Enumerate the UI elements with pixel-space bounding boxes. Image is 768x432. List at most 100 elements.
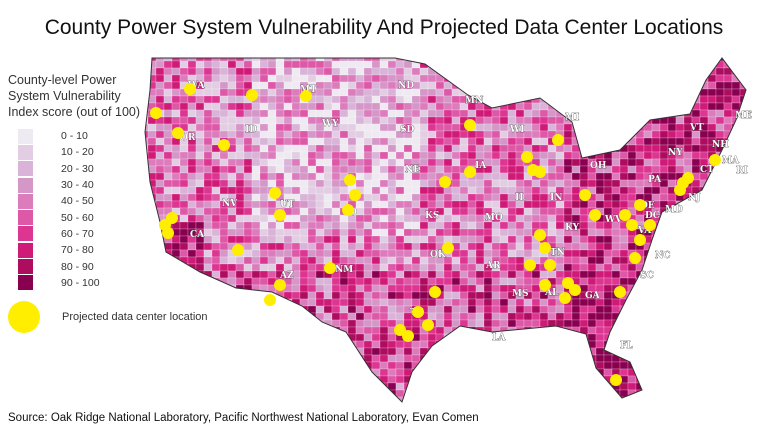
county — [163, 277, 173, 286]
county — [555, 270, 565, 279]
legend-swatch — [18, 193, 33, 209]
data-center-marker — [579, 189, 591, 201]
county — [411, 116, 421, 125]
county — [275, 375, 285, 384]
county — [523, 389, 533, 398]
county — [316, 404, 324, 411]
county — [699, 200, 709, 209]
county — [275, 340, 285, 349]
county — [363, 298, 373, 307]
state-label: LA — [492, 333, 506, 343]
county — [379, 60, 389, 69]
county — [307, 165, 317, 174]
county — [547, 375, 557, 384]
county — [163, 116, 173, 125]
county — [187, 116, 197, 125]
county — [435, 263, 445, 272]
county — [179, 144, 189, 153]
county — [275, 221, 285, 230]
county — [347, 291, 357, 300]
county — [155, 158, 165, 167]
county — [683, 284, 693, 293]
state-label: RI — [736, 166, 748, 176]
county — [579, 58, 589, 62]
county — [547, 221, 557, 230]
county — [635, 298, 645, 307]
county — [555, 263, 565, 272]
county — [651, 165, 661, 174]
county — [291, 347, 301, 356]
county — [500, 404, 508, 411]
county — [419, 116, 429, 125]
county — [563, 102, 573, 111]
county — [243, 333, 253, 342]
county — [691, 263, 701, 272]
county — [683, 347, 693, 356]
county — [691, 326, 701, 335]
county — [651, 382, 661, 391]
county — [395, 249, 405, 258]
county — [371, 102, 381, 111]
county — [395, 228, 405, 237]
county — [451, 130, 461, 139]
state-label: WI — [509, 125, 524, 135]
county — [699, 137, 709, 146]
county — [339, 291, 349, 300]
county — [587, 368, 597, 377]
county — [379, 151, 389, 160]
county — [611, 109, 621, 118]
county — [563, 193, 573, 202]
county — [145, 193, 149, 202]
state-label: NV — [222, 199, 238, 209]
county — [307, 193, 317, 202]
county — [451, 67, 461, 76]
county — [699, 382, 709, 391]
county — [291, 333, 301, 342]
county — [203, 200, 213, 209]
county — [251, 368, 261, 377]
county — [203, 81, 213, 90]
county — [499, 144, 509, 153]
county — [315, 319, 325, 328]
county — [467, 291, 477, 300]
county — [564, 404, 572, 411]
county — [691, 396, 701, 402]
county — [275, 158, 285, 167]
county — [147, 256, 157, 265]
county — [627, 354, 637, 363]
county — [291, 186, 301, 195]
county — [483, 368, 493, 377]
county — [723, 74, 733, 83]
county — [227, 277, 237, 286]
county — [459, 347, 469, 356]
county — [740, 404, 748, 411]
county — [379, 221, 389, 230]
county — [723, 249, 733, 258]
county — [563, 263, 573, 272]
data-center-marker — [264, 294, 276, 306]
county — [627, 88, 637, 97]
county — [651, 95, 661, 104]
county — [459, 58, 469, 62]
county — [227, 109, 237, 118]
county — [611, 58, 621, 62]
county — [291, 249, 301, 258]
county — [212, 404, 220, 411]
county — [547, 165, 557, 174]
county — [283, 368, 293, 377]
county — [299, 130, 309, 139]
county — [739, 368, 746, 377]
county — [411, 179, 421, 188]
county — [251, 60, 261, 69]
county — [459, 193, 469, 202]
county — [307, 340, 317, 349]
county — [715, 200, 725, 209]
county — [523, 347, 533, 356]
county — [171, 172, 181, 181]
county — [459, 137, 469, 146]
county — [523, 235, 533, 244]
county — [595, 312, 605, 321]
county — [683, 109, 693, 118]
county — [211, 389, 221, 398]
county — [147, 347, 157, 356]
